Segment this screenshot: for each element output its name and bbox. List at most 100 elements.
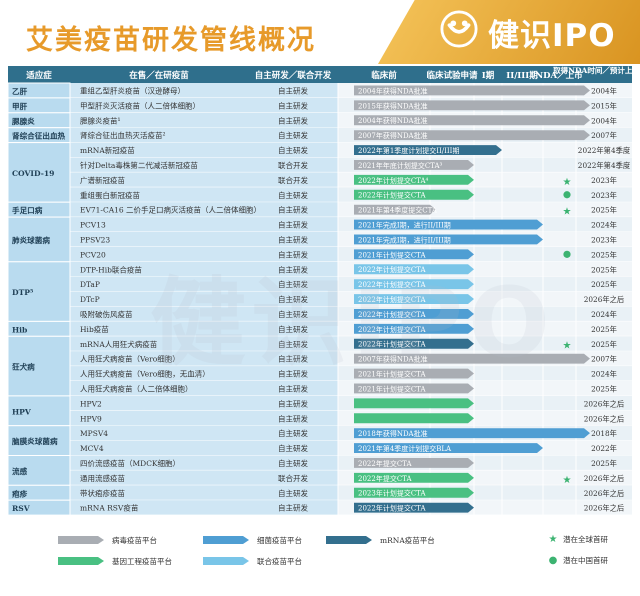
product-cell-bg xyxy=(70,276,248,292)
product-cell-bg xyxy=(70,187,248,203)
column-header: 在售／在研疫苗 xyxy=(129,70,189,81)
stage-bar xyxy=(354,204,436,215)
product-cell-bg xyxy=(70,261,248,277)
product-name: PCV20 xyxy=(80,250,106,259)
brand-banner: 健识IPO xyxy=(378,0,640,64)
stage-bar xyxy=(354,249,474,260)
column-header: 自主研发／联合开发 xyxy=(255,70,332,81)
product-name: PPSV23 xyxy=(80,236,110,245)
brand-logo-icon xyxy=(440,10,478,48)
global-first-star-icon: ★ xyxy=(563,177,572,188)
product-cell-bg xyxy=(70,500,248,516)
time-label: 2022年第4季度 xyxy=(578,161,631,170)
dev-cell-bg xyxy=(248,410,338,426)
product-cell-bg xyxy=(70,202,248,218)
stage-bar xyxy=(354,383,474,394)
stage-bar-label: 2021年完成I期，进行II/III期 xyxy=(358,235,451,244)
indication-label: COVID-19 xyxy=(12,169,54,178)
time-label: 2018年 xyxy=(591,429,617,438)
time-label: 2026年之后 xyxy=(584,489,624,498)
stage-bar-label: 2018年获得NDA批准 xyxy=(358,429,428,438)
dev-cell-bg xyxy=(248,440,338,456)
legend-label: 潜在全球首研 xyxy=(563,534,608,544)
column-header: 适应症 xyxy=(26,70,52,81)
dev-type: 联合开发 xyxy=(278,160,308,170)
product-name: 人用狂犬病疫苗（Vero细胞） xyxy=(80,354,180,364)
product-name: 甲型肝炎灭活疫苗（人二倍体细胞） xyxy=(80,100,200,110)
indication-label: HPV xyxy=(12,407,31,416)
time-label: 2007年 xyxy=(591,355,617,364)
stage-bar-label: 2022年计划提交CTA xyxy=(358,310,426,319)
dev-type: 自主研发 xyxy=(278,235,308,245)
indication-label: 脑膜炎球菌病 xyxy=(11,436,58,446)
product-name: DTcP xyxy=(80,295,100,304)
product-name: 重组蛋白新冠疫苗 xyxy=(80,190,140,200)
stage-bar xyxy=(354,219,543,230)
product-name: MCV4 xyxy=(80,444,104,453)
stage-bar-label: 2007年获得NDA批准 xyxy=(358,355,428,364)
time-label: 2004年 xyxy=(591,87,617,96)
time-label: 2023年 xyxy=(591,191,617,200)
global-first-star-icon: ★ xyxy=(563,207,572,218)
legend-dot-icon: ● xyxy=(549,555,558,566)
product-name: 重组乙型肝炎疫苗（汉逊酵母） xyxy=(80,86,185,96)
dev-cell-bg xyxy=(248,425,338,441)
stage-bar-label: 2022年计划提交CTA xyxy=(358,265,426,274)
indication-label: 手足口病 xyxy=(12,205,43,215)
dev-type: 自主研发 xyxy=(278,100,308,110)
dev-type: 自主研发 xyxy=(278,294,308,304)
dev-type: 自主研发 xyxy=(278,130,308,140)
legend-swatch xyxy=(326,536,372,544)
indication-label: 疱疹 xyxy=(12,488,28,498)
stage-bar xyxy=(354,487,474,498)
time-label: 2026年之后 xyxy=(584,414,624,423)
stage-bar xyxy=(354,174,474,185)
dev-cell-bg xyxy=(248,157,338,173)
dev-cell-bg xyxy=(248,291,338,307)
stage-bar xyxy=(354,160,474,170)
stage-bar xyxy=(354,100,590,111)
indication-cell xyxy=(7,216,71,263)
dev-cell-bg xyxy=(248,246,338,262)
stage-bar xyxy=(354,338,474,349)
product-name: mRNA人用狂犬病疫苗 xyxy=(80,339,158,349)
dev-type: 自主研发 xyxy=(278,249,308,259)
stage-bar-label: 2022年计划提交CTA xyxy=(358,504,426,513)
indication-cell xyxy=(7,395,71,427)
indication-label: 狂犬病 xyxy=(12,362,35,372)
dev-type: 自主研发 xyxy=(278,115,308,125)
product-cell-bg xyxy=(70,410,248,426)
time-label: 2025年 xyxy=(591,280,617,289)
dev-cell-bg xyxy=(248,97,338,113)
time-label: 2025年 xyxy=(591,340,617,349)
stage-bar-label: 2022年提交CTA xyxy=(358,459,412,468)
time-label: 2025年 xyxy=(591,385,617,394)
stage-bar-label: 2022年计划提交CTA xyxy=(358,191,426,200)
legend-label: 潜在中国首研 xyxy=(563,555,608,565)
stage-bar-label: 2021年计划提交CTA xyxy=(358,384,426,393)
dev-cell-bg xyxy=(248,395,338,411)
dev-type: 自主研发 xyxy=(278,309,308,319)
product-cell-bg xyxy=(70,112,248,128)
product-name: Hib疫苗 xyxy=(80,324,109,334)
product-cell-bg xyxy=(70,97,248,113)
pipeline-table-svg: 适应症 在售／在研疫苗 自主研发／联合开发 临床前 临床试验申请 I期 II/III期NDA… xyxy=(7,65,640,516)
china-first-dot-icon xyxy=(563,250,571,258)
dev-cell-bg xyxy=(248,470,338,486)
time-label: 2022年 xyxy=(591,444,617,453)
stage-bar-label: 2022年计划提交CTA xyxy=(358,280,426,289)
dev-type: 自主研发 xyxy=(278,398,308,408)
product-name: HPV2 xyxy=(80,399,102,408)
time-label: 2026年之后 xyxy=(584,399,624,408)
dev-cell-bg xyxy=(248,351,338,367)
time-label: 2025年 xyxy=(591,250,617,259)
product-name: 腮腺炎疫苗¹ xyxy=(80,115,121,125)
product-cell-bg xyxy=(70,127,248,143)
time-label: 2025年 xyxy=(591,325,617,334)
column-header: 临床前 xyxy=(371,70,397,81)
stage-bar xyxy=(354,189,474,200)
stage-bar xyxy=(354,130,590,141)
product-name: HPV9 xyxy=(80,414,102,423)
product-cell-bg xyxy=(70,455,248,471)
